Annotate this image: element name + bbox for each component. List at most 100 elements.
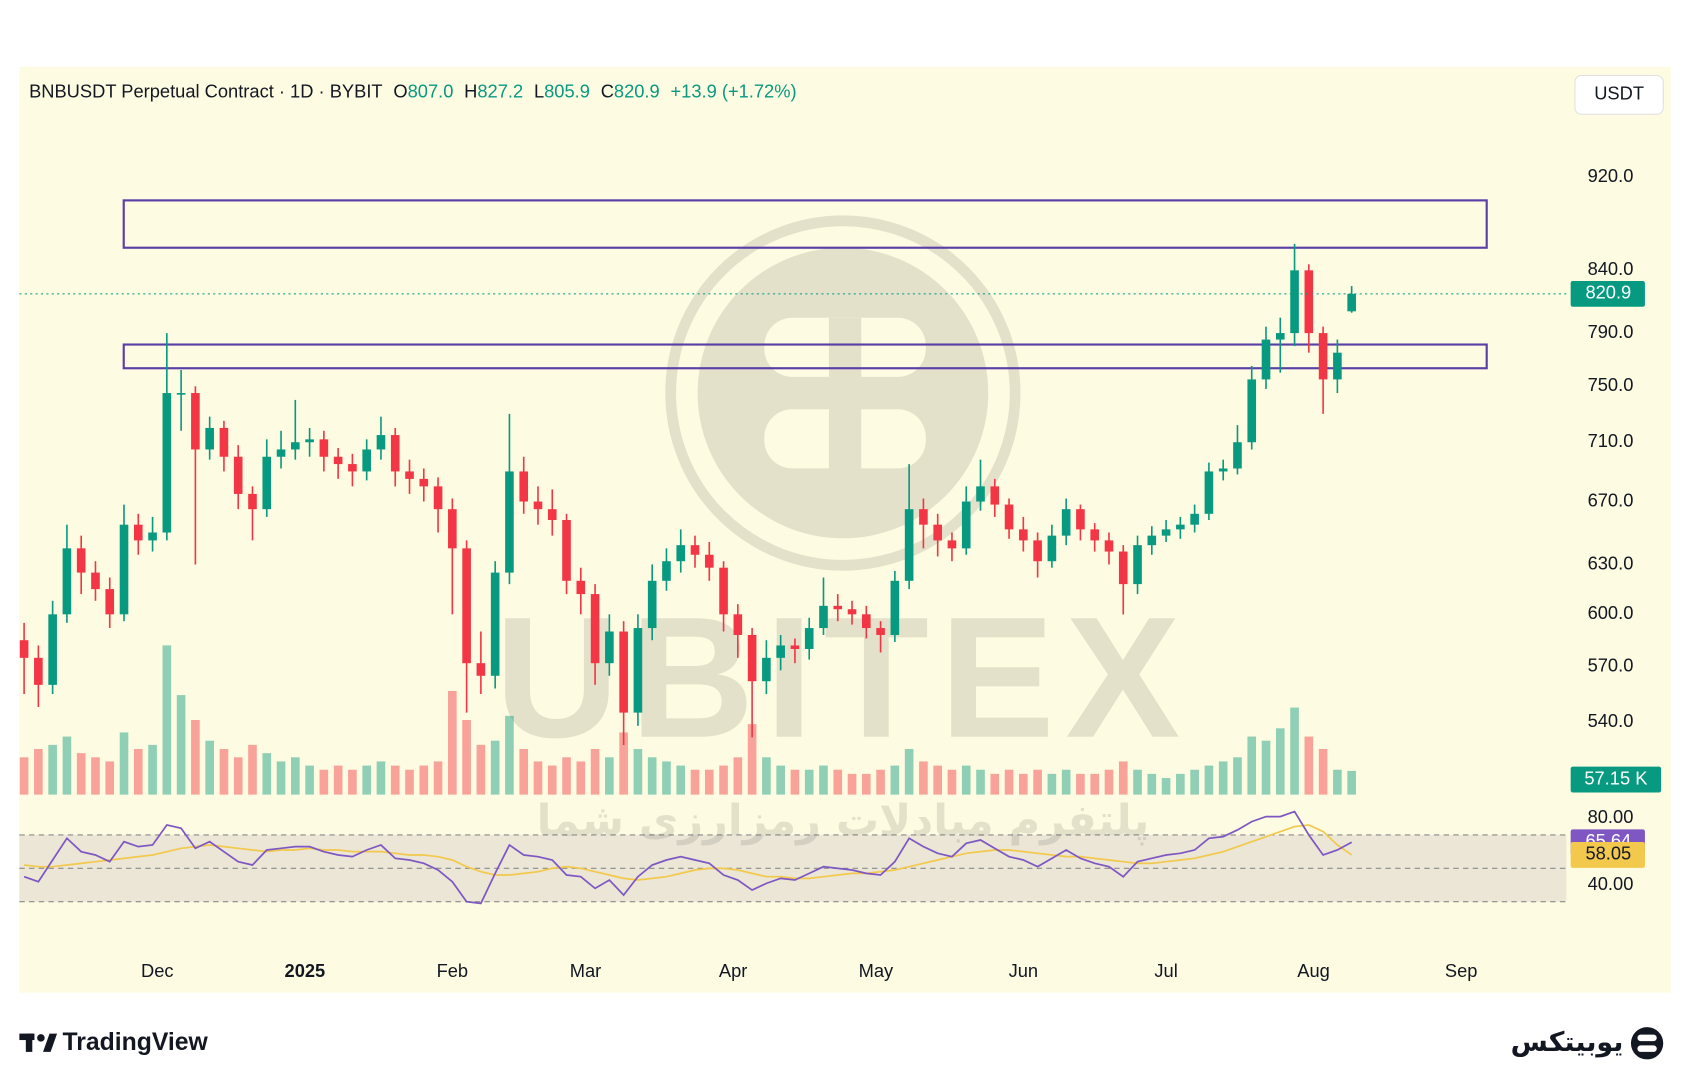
currency-label[interactable]: USDT (1594, 83, 1644, 104)
brand-fa: یوبیتکس (1511, 1027, 1624, 1058)
ohlc-value: 820.9 (614, 81, 660, 102)
volume-bar (319, 769, 329, 795)
candle-body (890, 580, 900, 635)
tradingview-text: TradingView (62, 1029, 208, 1056)
candle-body (876, 628, 885, 635)
candle-body (362, 449, 371, 472)
volume-bar (919, 761, 928, 795)
candle-body (947, 540, 957, 549)
volume-bar (890, 765, 900, 795)
volume-bar (1233, 757, 1242, 795)
candle-body (1347, 293, 1356, 312)
volume-bar (376, 761, 386, 795)
candle-body (704, 554, 714, 568)
volume-bar (605, 757, 614, 795)
candle-body (305, 439, 314, 443)
candle-body (333, 456, 343, 465)
ubitex-logo: یوبیتکس (1511, 1027, 1664, 1060)
volume-bar (990, 773, 1000, 795)
candle-body (633, 628, 643, 713)
candle-body (1233, 442, 1242, 469)
candle-body (276, 449, 286, 457)
y-tick-label: 570.0 (1588, 655, 1634, 676)
volume-bar (1019, 773, 1028, 795)
x-tick-label: Apr (719, 960, 747, 981)
volume-bar (662, 761, 671, 795)
ohlc-key: L (534, 81, 544, 102)
volume-bar (733, 757, 743, 795)
candle-body (34, 657, 43, 685)
volume-bar (1004, 769, 1014, 795)
volume-bar (248, 744, 257, 795)
candle-body (191, 393, 200, 450)
candle-body (1133, 545, 1142, 585)
candle-body (1176, 524, 1185, 530)
candle-body (148, 532, 157, 541)
volume-bar (476, 744, 486, 795)
watermark-disc (697, 247, 989, 539)
volume-bar (1333, 769, 1342, 795)
candle-body (1261, 339, 1271, 380)
candle-body (291, 442, 300, 450)
candle-body (862, 614, 871, 629)
candle-body (1304, 270, 1314, 334)
candle-body (1019, 529, 1028, 541)
volume-bar (219, 749, 229, 795)
candle-body (961, 501, 971, 549)
volume-bar (191, 719, 200, 795)
ohlc-value: 827.2 (477, 81, 523, 102)
x-tick-label: Sep (1445, 960, 1478, 981)
volume-badge (1570, 766, 1662, 793)
volume-bar (1347, 770, 1356, 795)
candle-body (747, 634, 757, 682)
volume-bar (1318, 749, 1328, 795)
candle-body (419, 478, 429, 487)
volume-bar (62, 736, 72, 795)
candle-body (1247, 379, 1257, 443)
volume-bar (519, 749, 529, 795)
candle-body (933, 524, 942, 541)
volume-bar (148, 744, 157, 795)
candle-body (91, 572, 100, 590)
candle-body (562, 519, 571, 581)
candle-body (1047, 535, 1057, 562)
volume-bar (305, 765, 314, 795)
candle-body (462, 548, 471, 664)
volume-bar (790, 769, 800, 795)
volume-bar (119, 732, 129, 795)
volume-bar (633, 749, 643, 795)
volume-bar (162, 645, 172, 795)
x-tick-label: Dec (141, 960, 174, 981)
y-tick-label: 710.0 (1588, 430, 1634, 451)
x-tick-label: Jul (1154, 960, 1177, 981)
volume-bar (133, 749, 143, 795)
candle-body (619, 631, 628, 713)
volume-bar (904, 749, 914, 795)
candle-body (576, 580, 586, 595)
volume-bar (776, 765, 785, 795)
zone-box (122, 343, 1488, 370)
candle-body (448, 509, 457, 549)
volume-bar (1204, 765, 1214, 795)
volume-bar (205, 740, 214, 795)
currency-button[interactable] (1574, 74, 1664, 115)
volume-bar (862, 773, 871, 795)
volume-bar (405, 769, 414, 795)
candle-body (176, 393, 186, 395)
rsi-ma-label: 58.05 (1585, 843, 1631, 864)
watermark-bar (764, 317, 926, 377)
volume-bar (462, 719, 471, 795)
volume-bar (647, 757, 657, 795)
volume-bar (419, 765, 429, 795)
volume-bar (590, 749, 600, 795)
watermark-tagline: پلتفرم مبادلات رمزارزی شما (537, 796, 1150, 846)
candle-body (490, 572, 500, 676)
candle-body (505, 471, 514, 573)
volume-bar (619, 732, 628, 795)
x-tick-label: May (859, 960, 894, 981)
candle-body (1033, 540, 1042, 562)
volume-bar (1290, 707, 1299, 795)
rsi-line (23, 810, 1353, 905)
volume-bar (876, 769, 885, 795)
volume-bar (1261, 740, 1271, 795)
